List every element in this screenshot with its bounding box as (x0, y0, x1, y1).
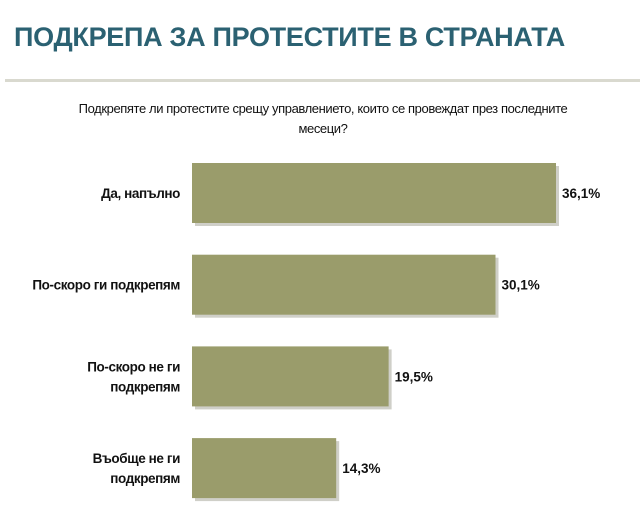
bar (192, 163, 556, 223)
category-label: По-скоро ги подкрепям (32, 278, 180, 293)
data-label: 19,5% (395, 369, 433, 384)
title-divider (5, 79, 640, 82)
category-label: подкрепям (110, 471, 180, 486)
data-label: 30,1% (502, 278, 540, 293)
category-label: подкрепям (110, 379, 180, 394)
chart-title: Подкрепяте ли протестите срещу управлени… (78, 101, 568, 136)
category-label: По-скоро не ги (87, 359, 180, 374)
bar (192, 438, 337, 499)
bar (192, 346, 389, 407)
data-label: 36,1% (562, 186, 600, 201)
bar (192, 254, 496, 315)
page-title: ПОДКРЕПА ЗА ПРОТЕСТИТЕ В СТРАНАТА (14, 22, 565, 52)
data-label: 14,3% (342, 461, 380, 476)
category-label: Да, напълно (101, 186, 180, 201)
category-label: Въобще не ги (93, 451, 180, 466)
